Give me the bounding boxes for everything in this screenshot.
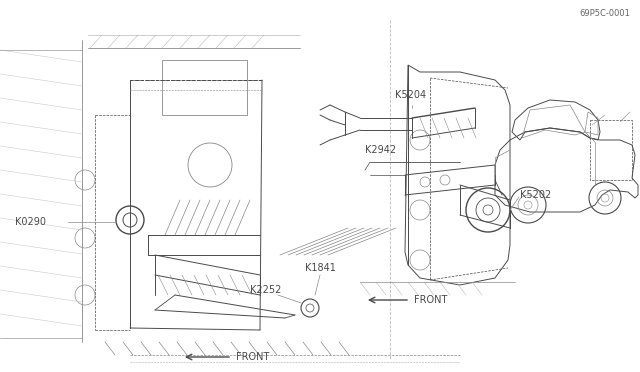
Text: FRONT: FRONT	[414, 295, 447, 305]
Text: K0290: K0290	[15, 217, 46, 227]
Text: K2942: K2942	[365, 145, 396, 155]
Text: FRONT: FRONT	[236, 352, 269, 362]
Bar	[162, 60, 247, 115]
Text: 69P5C-0001: 69P5C-0001	[579, 9, 630, 18]
Bar	[590, 120, 632, 180]
Text: K1841: K1841	[305, 263, 336, 273]
Text: K5204: K5204	[395, 90, 426, 100]
Text: K2252: K2252	[250, 285, 282, 295]
Text: K5202: K5202	[520, 190, 551, 200]
